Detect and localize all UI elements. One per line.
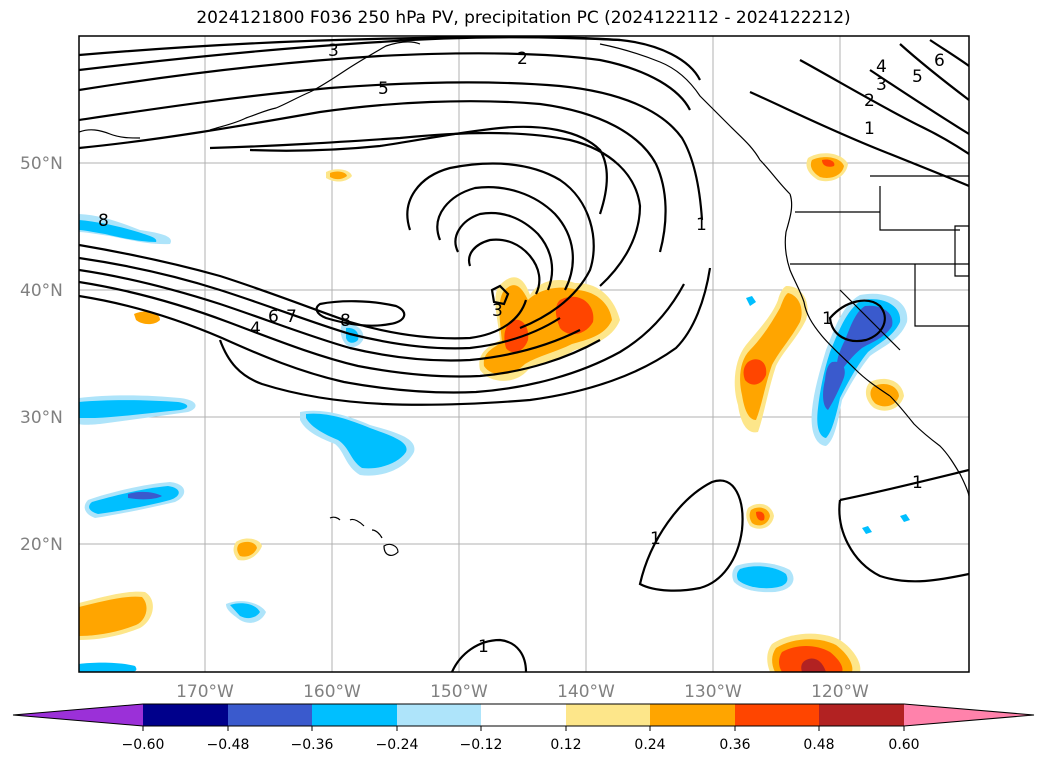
coastlines	[79, 41, 969, 556]
lon-label: 140°W	[557, 682, 615, 702]
precip-positive-blob	[822, 159, 835, 167]
contour-label: 1	[822, 309, 833, 329]
colorbar-tick-label: 0.24	[634, 737, 665, 753]
colorbar-segment	[650, 704, 735, 726]
lon-label: 160°W	[303, 682, 361, 702]
map-border	[78, 35, 970, 673]
contour-label: 1	[650, 529, 661, 549]
precip-positive-blob	[801, 658, 826, 672]
precip-positive-blob	[555, 296, 594, 335]
colorbar-tick-label: −0.48	[207, 737, 250, 753]
colorbar-extend-left	[13, 704, 143, 726]
colorbar-segment	[566, 704, 650, 726]
precip-positive-blob	[810, 157, 844, 178]
colorbar-tick-label: −0.24	[376, 737, 419, 753]
precip-negative-blob	[79, 662, 137, 672]
lat-label: 20°N	[20, 535, 63, 555]
contour-label: 8	[340, 311, 351, 331]
precip-negative-blob	[837, 305, 893, 372]
lon-label: 170°W	[176, 682, 234, 702]
precip-negative-blob	[823, 361, 845, 410]
precip-positive-blob	[134, 311, 160, 325]
lon-label: 150°W	[430, 682, 488, 702]
colorbar-tick-label: 0.60	[888, 737, 919, 753]
pv-contour-labels: 3 2 5 4 3 2 5 6 1 8 7 6 4 8 3 1 1 1 1 1	[98, 41, 945, 657]
contour-label: 6	[268, 307, 279, 327]
colorbar-tick-label: 0.48	[803, 737, 834, 753]
contour-label: 1	[912, 473, 923, 493]
lon-label: 120°W	[811, 682, 869, 702]
map-title: 2024121800 F036 250 hPa PV, precipitatio…	[196, 8, 851, 28]
contour-label: 1	[864, 119, 875, 139]
contour-label: 5	[912, 67, 923, 87]
precip-positive-blob	[870, 384, 899, 407]
contour-label: 8	[98, 211, 109, 231]
precip-negative-blob	[900, 514, 910, 522]
pv-contours	[79, 36, 969, 672]
lon-label: 130°W	[684, 682, 742, 702]
precip-negative-blob	[89, 486, 179, 514]
contour-label: 4	[876, 57, 887, 77]
precip-positive-blob	[740, 293, 802, 420]
contour-label: 2	[517, 49, 528, 69]
colorbar-segment	[819, 704, 904, 726]
precip-negative-blob	[736, 566, 788, 589]
contour-label: 3	[876, 75, 887, 95]
contour-label: 3	[492, 301, 503, 321]
colorbar-tick-label: 0.36	[719, 737, 750, 753]
precip-negative-blob	[746, 296, 756, 306]
lat-label: 40°N	[20, 281, 63, 301]
colorbar-tick-label: −0.36	[291, 737, 334, 753]
colorbar-segment	[143, 704, 228, 726]
colorbar-segment	[312, 704, 397, 726]
colorbar-tick-label: −0.12	[460, 737, 503, 753]
contour-label: 3	[328, 41, 339, 61]
contour-label: 1	[696, 215, 707, 235]
latitude-labels: 50°N 40°N 30°N 20°N	[20, 154, 63, 555]
precip-negative-blob	[79, 220, 157, 242]
precip-negative-blob	[306, 413, 407, 469]
precip-negative-blob	[128, 491, 162, 500]
precip-positive-blob	[237, 541, 257, 557]
colorbar-segment	[481, 704, 566, 726]
precip-positive-blob	[743, 359, 767, 385]
contour-label: 1	[478, 637, 489, 657]
colorbar-segment	[735, 704, 819, 726]
contour-label: 7	[286, 307, 297, 327]
precip-positive-blob	[756, 511, 765, 521]
contour-label: 6	[934, 51, 945, 71]
contour-label: 2	[864, 91, 875, 111]
colorbar-tick-label: −0.60	[122, 737, 165, 753]
colorbar-tick-label: 0.12	[550, 737, 581, 753]
precip-negative-blob	[230, 603, 260, 619]
precip-positive-blob	[79, 596, 147, 636]
colorbar: −0.60 −0.48 −0.36 −0.24 −0.12 0.12 0.24 …	[12, 703, 1035, 753]
precip-negative-blob	[79, 400, 188, 418]
colorbar-segment	[228, 704, 312, 726]
precip-positive-blob	[330, 171, 347, 180]
lat-label: 50°N	[20, 154, 63, 174]
colorbar-segment	[397, 704, 481, 726]
longitude-labels: 170°W 160°W 150°W 140°W 130°W 120°W	[176, 682, 869, 702]
colorbar-extend-right	[904, 704, 1034, 726]
contour-label: 5	[378, 79, 389, 99]
precip-negative-blob	[862, 526, 872, 534]
contour-label: 4	[250, 319, 261, 339]
lat-label: 30°N	[20, 408, 63, 428]
